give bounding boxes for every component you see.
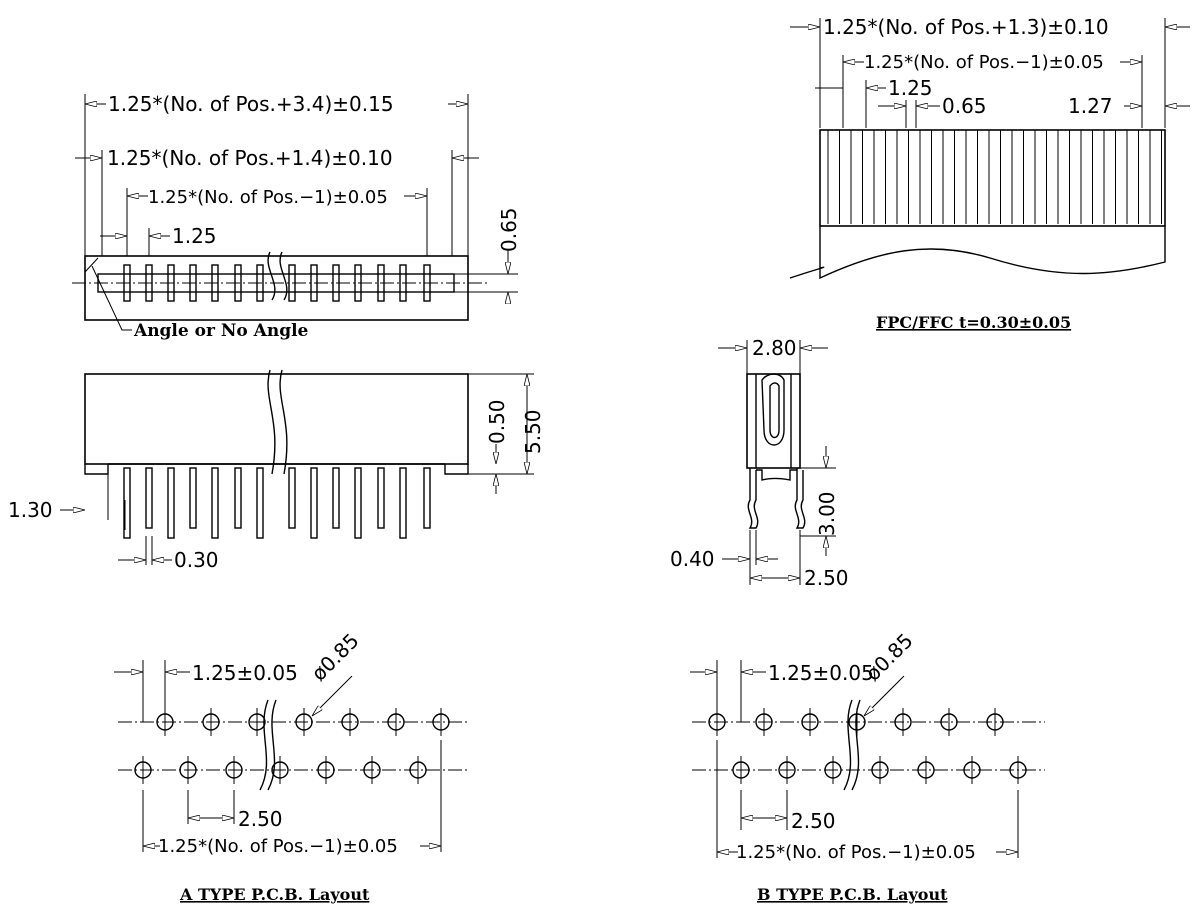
angle-note: Angle or No Angle [133,321,309,341]
pin [332,467,340,529]
layout-b-caption: B TYPE P.C.B. Layout [757,885,948,904]
layout-a-dim-hole-label: ø0.85 [307,628,364,685]
dim-overall-label: 1.25*(No. of Pos.+3.4)±0.15 [108,92,394,116]
contact [332,264,340,302]
fpc-dim-pitch-label: 1.25 [888,76,933,100]
fpc-dim-edge-label: 1.27 [1068,94,1113,118]
fpc-dim-overall-label: 1.25*(No. of Pos.+1.3)±0.10 [823,15,1109,39]
end-dim-pin-label: 0.40 [670,547,715,571]
end-dim-width-label: 2.80 [752,336,797,360]
layout-a: 1.25±0.05 ø0.85 2.50 1.25*(No. of Pos.−1… [114,628,468,904]
contact [288,264,296,302]
dim-height-total-label: 5.50 [521,409,545,454]
pin [167,467,175,539]
contact [310,264,318,302]
layout-a-dim-pitch-label: 1.25±0.05 [192,661,298,685]
layout-b-dim-hole-label: ø0.85 [861,628,918,685]
break-line [843,699,861,791]
end-view: 2.80 3.00 0.40 2.50 [670,336,849,590]
fpc-dim-width-label: 0.65 [942,94,987,118]
dim-pitch-span-label: 1.25*(No. of Pos.−1)±0.05 [148,187,388,208]
pin [399,467,407,539]
side-view: 5.50 0.50 1.30 0.30 [8,369,545,572]
pin [288,467,296,529]
break-line [259,699,277,791]
layout-b-dim-row-label: 2.50 [791,809,836,833]
dim-pin-width-label: 0.30 [174,548,219,572]
pin [377,467,385,529]
pin [354,467,362,539]
dim-height-label: 0.65 [497,207,521,252]
dim-standoff-label: 0.50 [485,399,509,444]
contact [123,264,131,302]
layout-a-caption: A TYPE P.C.B. Layout [179,885,370,904]
contact [167,264,175,302]
layout-b-dim-pitch-label: 1.25±0.05 [768,661,874,685]
fpc-dim-pitch-span-label: 1.25*(No. of Pos.−1)±0.05 [864,52,1104,73]
layout-a-dim-row-label: 2.50 [238,807,283,831]
fpc-view: 1.25*(No. of Pos.+1.3)±0.10 1.25*(No. of… [789,15,1190,332]
contact [354,264,362,302]
pin [256,467,264,539]
contact [189,264,197,302]
contact [234,264,242,302]
pin [310,467,318,539]
top-view: 1.25*(No. of Pos.+3.4)±0.15 1.25*(No. of… [72,92,521,341]
layout-b-dim-span-label: 1.25*(No. of Pos.−1)±0.05 [736,842,976,863]
contact [211,264,219,302]
dim-inner-label: 1.25*(No. of Pos.+1.4)±0.10 [107,146,393,170]
fpc-caption: FPC/FFC t=0.30±0.05 [876,313,1071,332]
side-pins [123,467,431,539]
end-dim-pin-length-label: 3.00 [815,491,839,536]
pin [234,467,242,529]
end-dim-row-label: 2.50 [804,566,849,590]
contact [377,264,385,302]
contact [256,264,264,302]
contact [145,264,153,302]
pin [145,467,153,529]
pin [211,467,219,539]
dim-pin-offset-label: 1.30 [8,498,53,522]
contact [423,264,431,302]
contact [399,264,407,302]
layout-b: 1.25±0.05 ø0.85 2.50 1.25*(No. of Pos.−1… [690,628,1045,904]
layout-a-dim-span-label: 1.25*(No. of Pos.−1)±0.05 [158,836,398,857]
dim-pitch-label: 1.25 [172,224,217,248]
pin [123,467,131,539]
fpc-fingers [827,130,1162,224]
top-contacts [123,264,431,302]
pin [189,467,197,529]
pin [423,467,431,529]
